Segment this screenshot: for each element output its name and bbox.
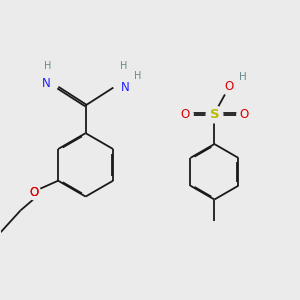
Text: O: O <box>239 108 249 121</box>
Text: O: O <box>180 108 189 121</box>
Text: H: H <box>120 61 127 71</box>
Text: O: O <box>30 186 39 199</box>
Text: O: O <box>30 186 39 199</box>
Text: O: O <box>225 80 234 93</box>
Text: H: H <box>44 61 52 71</box>
Text: N: N <box>121 81 130 94</box>
Text: N: N <box>42 77 50 90</box>
Text: S: S <box>210 108 219 121</box>
Text: H: H <box>134 71 142 81</box>
Text: H: H <box>239 72 247 82</box>
